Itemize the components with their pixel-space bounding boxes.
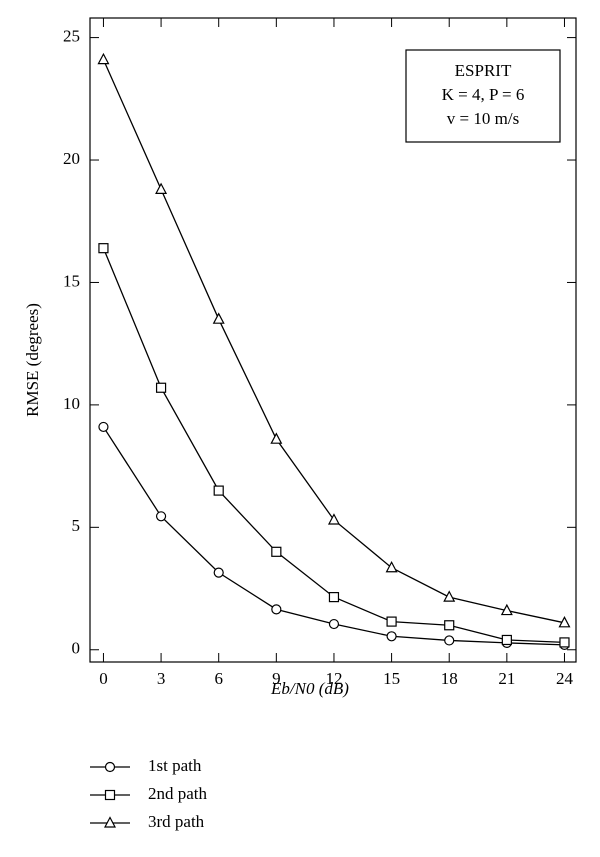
y-axis-label: RMSE (degrees) (23, 303, 42, 417)
series-line (102, 426, 565, 646)
marker (270, 432, 283, 444)
marker (328, 592, 340, 603)
annotation: K = 4, P = 6 (442, 85, 525, 104)
marker (386, 616, 397, 627)
marker (271, 546, 282, 557)
legend-label: 3rd path (148, 812, 205, 831)
marker (213, 485, 224, 496)
marker (271, 604, 282, 615)
marker (213, 567, 224, 578)
marker (501, 634, 512, 646)
marker (97, 52, 110, 65)
y-tick-label: 20 (63, 149, 80, 168)
series-line (102, 247, 565, 644)
annotation-box (405, 49, 561, 143)
marker (559, 637, 570, 648)
marker (385, 560, 398, 573)
marker (444, 635, 455, 646)
marker (212, 312, 225, 324)
marker (155, 382, 167, 393)
marker (386, 631, 397, 642)
marker (328, 618, 340, 630)
annotation: v = 10 m/s (447, 109, 519, 128)
plot-frame (89, 17, 577, 663)
marker (155, 511, 167, 522)
marker (98, 421, 109, 433)
y-tick-label: 5 (72, 516, 81, 535)
x-tick-label: 0 (99, 669, 108, 688)
legend-label: 1st path (148, 756, 202, 775)
y-tick-label: 10 (63, 394, 80, 413)
marker (443, 590, 456, 602)
annotation: ESPRIT (455, 61, 512, 80)
y-tick-label: 0 (72, 639, 81, 658)
legend-marker (104, 761, 116, 773)
x-tick-label: 6 (214, 669, 223, 688)
x-tick-label: 15 (383, 669, 400, 688)
marker (444, 620, 455, 631)
series-line (102, 59, 565, 624)
legend-marker (104, 789, 116, 801)
y-tick-label: 15 (63, 271, 80, 290)
x-tick-label: 18 (441, 669, 458, 688)
marker (558, 616, 571, 628)
x-tick-label: 3 (157, 669, 166, 688)
marker (155, 182, 168, 195)
x-tick-label: 24 (556, 669, 574, 688)
x-tick-label: 12 (325, 669, 342, 688)
marker (327, 513, 340, 525)
marker (98, 243, 109, 254)
x-tick-label: 21 (498, 669, 515, 688)
legend-marker (104, 816, 116, 828)
marker (500, 603, 513, 616)
x-tick-label: 9 (272, 669, 281, 688)
x-axis-label: Eb/N0 (dB) (270, 679, 349, 698)
legend-label: 2nd path (148, 784, 208, 803)
y-tick-label: 25 (63, 26, 80, 45)
